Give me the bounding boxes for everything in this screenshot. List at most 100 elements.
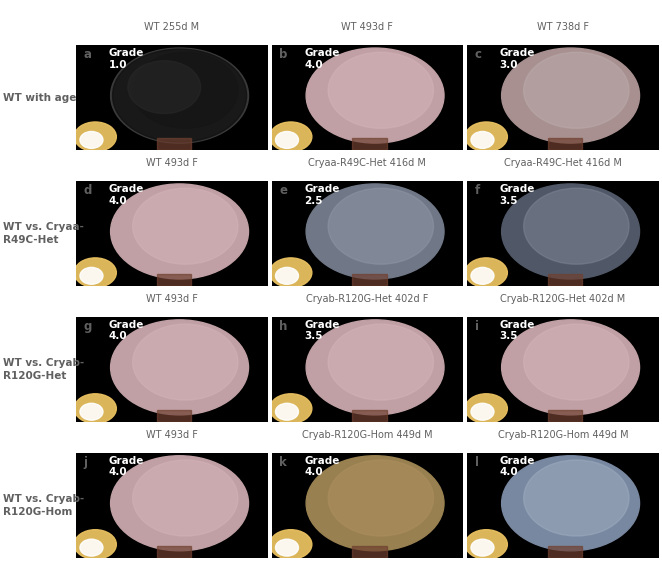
Ellipse shape <box>328 324 434 400</box>
Text: Cryaa-R49C-Het 416d M: Cryaa-R49C-Het 416d M <box>308 158 426 168</box>
Ellipse shape <box>269 122 312 151</box>
Bar <box>547 274 582 287</box>
Ellipse shape <box>275 403 299 420</box>
Ellipse shape <box>275 268 299 284</box>
Text: Grade
3.0: Grade 3.0 <box>500 48 535 70</box>
Ellipse shape <box>502 456 639 551</box>
Ellipse shape <box>328 52 434 128</box>
Ellipse shape <box>269 530 312 559</box>
Text: WT 493d F: WT 493d F <box>342 22 393 33</box>
Bar <box>157 138 191 150</box>
Text: Grade
3.5: Grade 3.5 <box>305 320 340 342</box>
Text: h: h <box>279 320 288 333</box>
Ellipse shape <box>132 188 238 264</box>
Text: WT with age: WT with age <box>3 93 77 103</box>
Ellipse shape <box>275 539 299 556</box>
Text: Cryab-R120G-Hom 449d M: Cryab-R120G-Hom 449d M <box>302 430 433 440</box>
Text: Grade
4.0: Grade 4.0 <box>305 456 340 477</box>
Ellipse shape <box>74 394 117 424</box>
Text: Cryaa-R49C-Het 416d M: Cryaa-R49C-Het 416d M <box>504 158 622 168</box>
Ellipse shape <box>306 320 444 415</box>
Ellipse shape <box>111 320 248 415</box>
Bar <box>547 410 582 422</box>
Ellipse shape <box>502 48 639 143</box>
Text: d: d <box>84 184 92 197</box>
Text: Cryab-R120G-Hom 449d M: Cryab-R120G-Hom 449d M <box>498 430 628 440</box>
Text: WT 738d F: WT 738d F <box>537 22 589 33</box>
Text: WT vs. Cryab-
R120G-Het: WT vs. Cryab- R120G-Het <box>3 358 85 381</box>
Text: WT 493d F: WT 493d F <box>146 430 198 440</box>
Ellipse shape <box>269 394 312 424</box>
Ellipse shape <box>465 258 507 287</box>
Ellipse shape <box>132 460 238 536</box>
Text: e: e <box>279 184 287 197</box>
Ellipse shape <box>74 530 117 559</box>
Text: Grade
4.0: Grade 4.0 <box>109 320 144 342</box>
Text: WT vs. Cryab-
R120G-Hom: WT vs. Cryab- R120G-Hom <box>3 494 85 517</box>
Ellipse shape <box>80 539 103 556</box>
Ellipse shape <box>74 122 117 151</box>
Ellipse shape <box>80 403 103 420</box>
Text: g: g <box>84 320 92 333</box>
Ellipse shape <box>128 61 201 113</box>
Ellipse shape <box>306 456 444 551</box>
Text: Cryab-R120G-Het 402d F: Cryab-R120G-Het 402d F <box>307 295 428 304</box>
Ellipse shape <box>465 394 507 424</box>
Ellipse shape <box>269 258 312 287</box>
Bar <box>547 138 582 150</box>
Ellipse shape <box>502 184 639 279</box>
Ellipse shape <box>524 324 629 400</box>
Ellipse shape <box>74 258 117 287</box>
Text: a: a <box>84 48 92 61</box>
Text: i: i <box>475 320 479 333</box>
Text: k: k <box>279 456 287 469</box>
Bar <box>547 545 582 558</box>
Ellipse shape <box>275 131 299 148</box>
Text: Grade
4.0: Grade 4.0 <box>109 456 144 477</box>
Ellipse shape <box>80 131 103 148</box>
Ellipse shape <box>111 184 248 279</box>
Ellipse shape <box>111 48 248 143</box>
Text: WT 493d F: WT 493d F <box>146 295 198 304</box>
Ellipse shape <box>524 52 629 128</box>
Ellipse shape <box>471 268 494 284</box>
Ellipse shape <box>465 530 507 559</box>
Text: Grade
2.5: Grade 2.5 <box>305 184 340 205</box>
Ellipse shape <box>502 320 639 415</box>
Bar <box>157 545 191 558</box>
Text: l: l <box>475 456 479 469</box>
Ellipse shape <box>113 49 247 142</box>
Bar <box>352 545 387 558</box>
Ellipse shape <box>80 268 103 284</box>
Text: Grade
4.0: Grade 4.0 <box>305 48 340 70</box>
Ellipse shape <box>328 188 434 264</box>
Text: Grade
1.0: Grade 1.0 <box>109 48 144 70</box>
Ellipse shape <box>306 184 444 279</box>
Text: f: f <box>475 184 480 197</box>
Ellipse shape <box>306 48 444 143</box>
Ellipse shape <box>111 456 248 551</box>
Ellipse shape <box>471 539 494 556</box>
Text: Cryab-R120G-Het 402d M: Cryab-R120G-Het 402d M <box>500 295 626 304</box>
Text: b: b <box>279 48 288 61</box>
Text: c: c <box>475 48 482 61</box>
Ellipse shape <box>132 52 238 128</box>
Ellipse shape <box>465 122 507 151</box>
Ellipse shape <box>524 460 629 536</box>
Text: WT 493d F: WT 493d F <box>146 158 198 168</box>
Bar <box>352 410 387 422</box>
Ellipse shape <box>132 324 238 400</box>
Ellipse shape <box>328 460 434 536</box>
Ellipse shape <box>524 188 629 264</box>
Bar <box>157 410 191 422</box>
Text: WT vs. Cryaa-
R49C-Het: WT vs. Cryaa- R49C-Het <box>3 222 84 245</box>
Text: Grade
4.0: Grade 4.0 <box>109 184 144 205</box>
Bar <box>352 138 387 150</box>
Text: Grade
3.5: Grade 3.5 <box>500 184 535 205</box>
Bar <box>352 274 387 287</box>
Text: j: j <box>84 456 88 469</box>
Text: WT 255d M: WT 255d M <box>144 22 199 33</box>
Ellipse shape <box>471 131 494 148</box>
Text: Grade
3.5: Grade 3.5 <box>500 320 535 342</box>
Ellipse shape <box>471 403 494 420</box>
